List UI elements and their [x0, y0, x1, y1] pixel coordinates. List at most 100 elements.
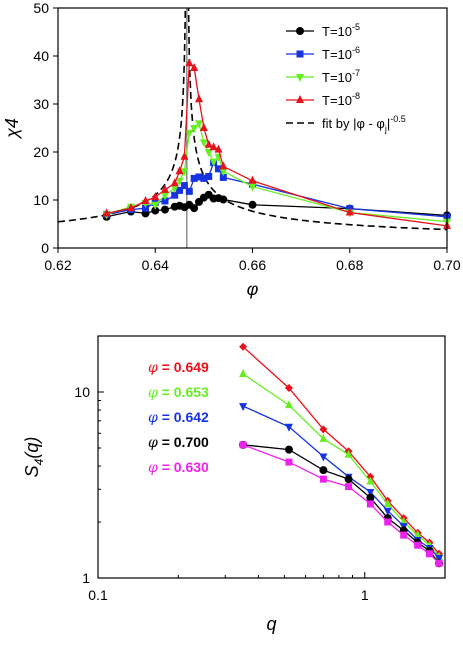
- series-0-point: [248, 200, 257, 209]
- s4-series-2-point: [239, 403, 248, 412]
- legend-label: T=10-8: [322, 91, 360, 108]
- phi-label: φ = 0.642: [148, 409, 209, 426]
- series-1-point: [161, 197, 169, 205]
- s4-series-3-point: [319, 466, 328, 475]
- phi-label: φ = 0.700: [148, 434, 209, 451]
- phi-label-symbol: φ: [148, 385, 158, 401]
- s4-series-0-point: [239, 342, 248, 351]
- legend-label: T=10-7: [322, 68, 360, 85]
- legend-marker: [296, 74, 304, 82]
- s4-series-3-line: [243, 444, 440, 564]
- y-tick-label: 50: [33, 0, 49, 16]
- series-2-point: [175, 177, 184, 186]
- series-3-point: [126, 203, 135, 212]
- y-axis-label: S4(q): [22, 437, 46, 478]
- s4-series-4-point: [400, 531, 408, 539]
- series-3-point: [219, 161, 228, 170]
- series-3-point: [160, 184, 169, 193]
- y-axis-label: χ4: [2, 118, 22, 140]
- series-1-point: [214, 165, 222, 173]
- s4-series-3-point: [284, 445, 293, 454]
- series-0-point: [219, 195, 228, 204]
- x-tick-label: 0.62: [44, 257, 71, 273]
- legend-label-exp: -5: [352, 22, 360, 32]
- series-2-point: [160, 192, 169, 201]
- s4-series-0-line: [242, 346, 440, 555]
- legend-label-exp: -7: [352, 68, 360, 78]
- series-2-point: [199, 139, 208, 148]
- x-tick-label: 0.68: [336, 257, 363, 273]
- series-1-point: [171, 191, 179, 199]
- series-0-point: [151, 206, 160, 215]
- legend-label-base: T=10: [322, 70, 352, 85]
- phi-label-value: = 0.642: [162, 409, 209, 425]
- series-3-point: [199, 123, 208, 131]
- legend-label-base: T=10: [322, 24, 352, 39]
- series-3-point: [248, 175, 257, 184]
- s4-series-4-point: [345, 483, 353, 491]
- s4-series-4-point: [319, 475, 327, 483]
- series-0: [102, 190, 451, 221]
- series-1-point: [219, 173, 227, 181]
- s4-series-2-point: [284, 423, 293, 432]
- series-2-point: [170, 185, 179, 193]
- s4-series-2: [239, 403, 444, 564]
- phi-label-symbol: φ: [148, 360, 158, 376]
- series-1-point: [142, 204, 150, 212]
- series-2-point: [219, 168, 228, 177]
- series-1-point: [190, 174, 198, 182]
- legend-fit-label: fit by |φ - φj|-0.5: [322, 114, 406, 134]
- series-3-point: [204, 139, 213, 148]
- x-tick-label: 0.66: [239, 257, 266, 273]
- s4-series-4-point: [239, 441, 247, 449]
- legend-label-exp: -6: [352, 45, 360, 55]
- series-3-point: [151, 192, 160, 201]
- series-3-point: [195, 94, 204, 103]
- phi-label-value: = 0.630: [162, 459, 209, 475]
- legend-marker: [296, 95, 304, 103]
- s4-series-1: [239, 368, 444, 560]
- s4-series-4-point: [285, 458, 293, 466]
- series-3-point: [190, 63, 199, 71]
- s4-series-1-point: [319, 433, 328, 442]
- series-3-point: [180, 151, 189, 160]
- legend-fit-sub: j: [384, 124, 387, 134]
- s4-series-4-point: [414, 541, 422, 549]
- y-axis-label-main: S: [22, 465, 42, 477]
- s4-series-1-point: [344, 449, 353, 458]
- series-0-point: [190, 204, 199, 213]
- series-2-point: [190, 125, 199, 133]
- series-1-point: [200, 174, 208, 182]
- phi-label: φ = 0.653: [148, 384, 209, 401]
- phi-label-value: = 0.653: [162, 384, 209, 400]
- s4-series-2-line: [242, 405, 440, 559]
- series-3-point: [214, 144, 223, 153]
- series-3: [102, 58, 451, 229]
- series-3-point: [141, 195, 150, 204]
- y-tick-label: 10: [74, 384, 90, 400]
- series-1-point: [185, 187, 193, 195]
- y-tick-label: 20: [33, 144, 49, 160]
- series-3-point: [102, 208, 111, 217]
- fit-curve-right: [187, 8, 447, 231]
- y-tick-label: 1: [82, 570, 90, 586]
- phi-label-symbol: φ: [148, 410, 158, 426]
- series-1-point: [195, 173, 203, 181]
- series-3-point: [185, 58, 194, 67]
- legend-label-base: T=10: [322, 47, 352, 62]
- phi-label-value: = 0.700: [162, 434, 209, 450]
- legend-fit-exp: -0.5: [390, 114, 406, 124]
- s4-series-3: [239, 440, 444, 568]
- s4-series-3-point: [344, 475, 353, 484]
- y-tick-label: 30: [33, 96, 49, 112]
- series-2-point: [185, 129, 194, 138]
- series-3-point: [209, 142, 218, 151]
- series-2-point: [195, 120, 204, 129]
- x-axis-label: φ: [247, 279, 259, 299]
- x-axis-label: q: [266, 614, 276, 634]
- s4-series-4-line: [242, 444, 440, 564]
- s4-series-2-point: [319, 453, 328, 462]
